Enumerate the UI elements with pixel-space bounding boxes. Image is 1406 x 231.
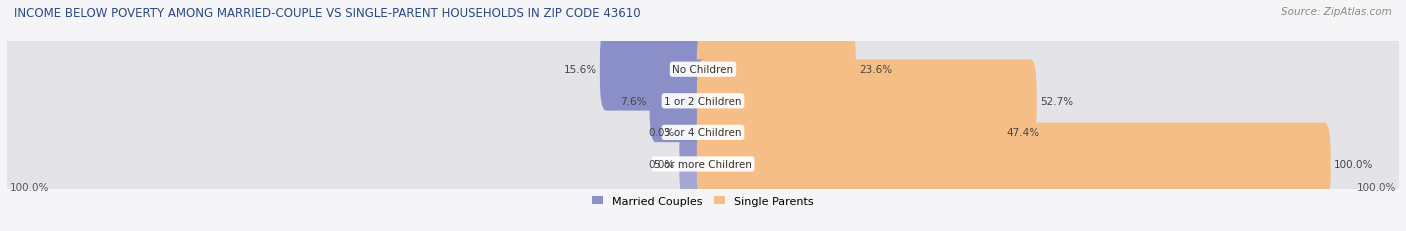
Text: 15.6%: 15.6% (564, 65, 596, 75)
Text: 7.6%: 7.6% (620, 96, 647, 106)
Text: 100.0%: 100.0% (1334, 159, 1374, 169)
Text: 1 or 2 Children: 1 or 2 Children (664, 96, 742, 106)
Text: 100.0%: 100.0% (10, 182, 49, 192)
Text: 47.4%: 47.4% (1007, 128, 1040, 138)
FancyBboxPatch shape (600, 29, 709, 111)
Text: 23.6%: 23.6% (859, 65, 891, 75)
FancyBboxPatch shape (697, 92, 1004, 174)
Text: 100.0%: 100.0% (1357, 182, 1396, 192)
FancyBboxPatch shape (0, 0, 1406, 162)
Text: 0.0%: 0.0% (648, 159, 675, 169)
Text: 5 or more Children: 5 or more Children (654, 159, 752, 169)
Text: 3 or 4 Children: 3 or 4 Children (664, 128, 742, 138)
Legend: Married Couples, Single Parents: Married Couples, Single Parents (588, 192, 818, 210)
Text: Source: ZipAtlas.com: Source: ZipAtlas.com (1281, 7, 1392, 17)
FancyBboxPatch shape (697, 29, 856, 111)
FancyBboxPatch shape (0, 40, 1406, 225)
FancyBboxPatch shape (697, 60, 1036, 143)
Text: INCOME BELOW POVERTY AMONG MARRIED-COUPLE VS SINGLE-PARENT HOUSEHOLDS IN ZIP COD: INCOME BELOW POVERTY AMONG MARRIED-COUPL… (14, 7, 641, 20)
FancyBboxPatch shape (697, 123, 1330, 205)
FancyBboxPatch shape (650, 60, 709, 143)
Text: 52.7%: 52.7% (1040, 96, 1073, 106)
FancyBboxPatch shape (0, 9, 1406, 194)
FancyBboxPatch shape (679, 98, 709, 168)
FancyBboxPatch shape (679, 129, 709, 199)
Text: 0.0%: 0.0% (648, 128, 675, 138)
FancyBboxPatch shape (0, 72, 1406, 231)
Text: No Children: No Children (672, 65, 734, 75)
